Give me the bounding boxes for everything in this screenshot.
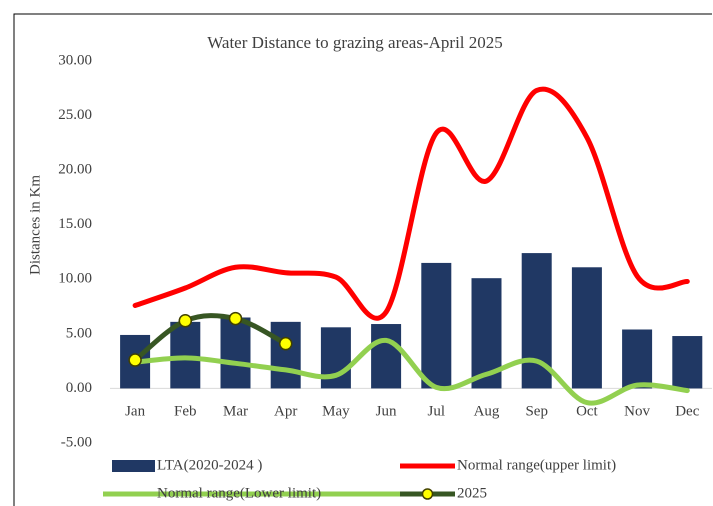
bar [622,329,653,389]
y-tick-label: 30.00 [58,52,92,68]
y-axis-label: Distances in Km [27,175,43,275]
marker [278,336,293,351]
line [132,86,690,321]
frame [13,13,712,506]
x-tick-label: Oct [576,403,598,419]
x-tick-label: Jan [125,403,145,419]
x-tick-label: Jul [428,403,446,419]
legend-marker [421,488,434,500]
chart-title: Water Distance to grazing areas-April 20… [207,33,503,52]
legend-label: Normal range(Lower limit) [157,485,321,501]
y-tick-label: 20.00 [58,162,92,178]
legend-label: LTA(2020-2024 ) [157,457,262,473]
y-tick-label: 25.00 [58,107,92,123]
x-tick-label: May [322,403,350,419]
bar [421,262,452,389]
x-tick-label: Aug [474,403,500,419]
x-tick-label: Dec [675,403,699,419]
marker [178,314,193,328]
x-tick-label: Jun [376,403,397,419]
legend-swatch [112,460,155,472]
marker [128,353,142,367]
bar [571,267,602,389]
y-tick-label: 10.00 [58,271,92,287]
legend-label: Normal range(upper limit) [457,457,616,473]
bar [672,336,703,389]
bar [170,321,201,389]
y-tick-label: -5.00 [61,434,92,450]
x-tick-label: Feb [174,403,197,419]
line [132,337,690,406]
legend-label: 2025 [457,485,487,501]
bar [270,321,301,389]
marker [228,311,243,326]
y-tick-label: 5.00 [66,325,92,341]
x-tick-label: Sep [525,403,548,419]
line [132,313,289,363]
y-tick-label: 15.00 [58,216,92,232]
y-tick-label: 0.00 [66,380,92,396]
bar [220,317,251,389]
x-tick-label: Nov [624,403,650,419]
x-tick-label: Apr [274,403,297,419]
x-tick-label: Mar [223,403,248,419]
bar [371,324,402,389]
